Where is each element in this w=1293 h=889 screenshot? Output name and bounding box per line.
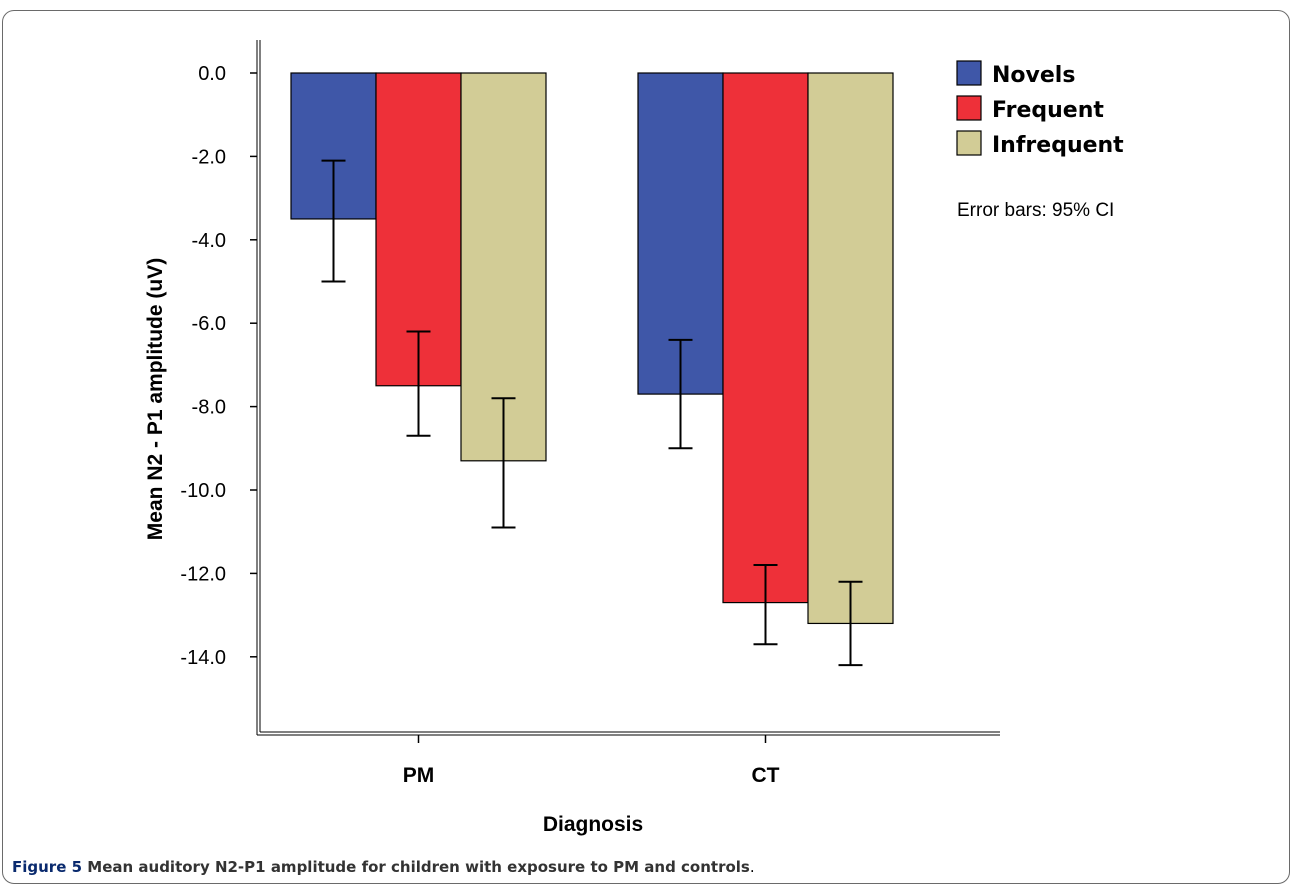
y-tick-label: -8.0	[192, 397, 226, 419]
y-tick-label: -2.0	[192, 146, 226, 168]
chart-bars	[291, 73, 893, 623]
y-tick-label: 0.0	[198, 63, 226, 85]
y-tick-label: -12.0	[180, 563, 226, 585]
y-tick-label: -4.0	[192, 230, 226, 252]
y-tick-label: -10.0	[180, 480, 226, 502]
bar-chart: 0.0-2.0-4.0-6.0-8.0-10.0-12.0-14.0 PM CT …	[0, 0, 1293, 850]
bar-frequent-ct	[723, 73, 808, 603]
figure-caption: Figure 5 Mean auditory N2-P1 amplitude f…	[12, 858, 755, 876]
caption-label: Figure 5	[12, 858, 82, 876]
x-axis-title: Diagnosis	[543, 813, 643, 836]
legend-swatch-novels	[957, 61, 981, 85]
legend-label-infrequent: Infrequent	[992, 133, 1124, 158]
x-category-labels: PM CT	[403, 764, 780, 787]
bar-infrequent-ct	[808, 73, 893, 623]
error-bars-note: Error bars: 95% CI	[957, 200, 1114, 221]
legend-label-frequent: Frequent	[992, 98, 1104, 123]
y-tick-labels: 0.0 -2.0 -4.0 -6.0 -8.0 -10.0 -12.0 -14.0	[180, 63, 226, 669]
y-tick-label: -6.0	[192, 313, 226, 335]
legend-swatch-frequent	[957, 96, 981, 120]
caption-end: .	[750, 858, 755, 876]
legend-swatch-infrequent	[957, 131, 981, 155]
x-category-label-pm: PM	[403, 764, 435, 787]
legend: Novels Frequent Infrequent	[957, 61, 1124, 158]
legend-label-novels: Novels	[992, 63, 1075, 88]
caption-text: Mean auditory N2-P1 amplitude for childr…	[82, 858, 750, 876]
x-category-label-ct: CT	[752, 764, 780, 787]
y-axis-title: Mean N2 - P1 amplitude (uV)	[144, 258, 167, 540]
y-tick-label: -14.0	[180, 647, 226, 669]
